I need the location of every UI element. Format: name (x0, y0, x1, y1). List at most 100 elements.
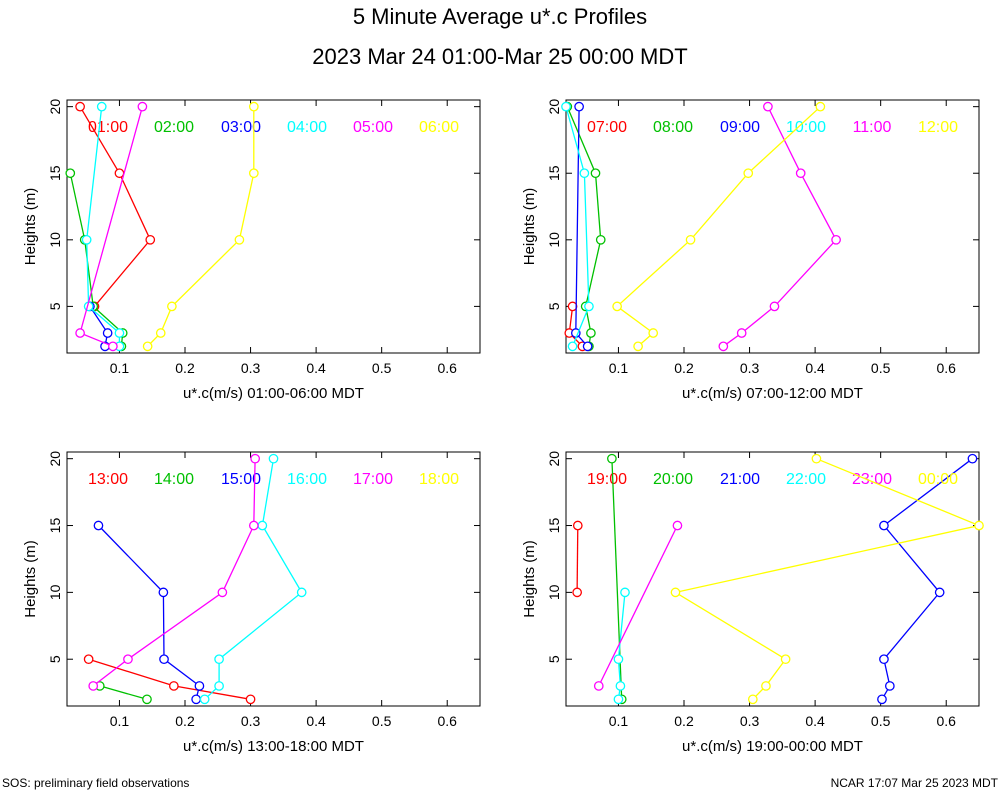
y-tick-label: 15 (546, 165, 562, 181)
series-line (881, 458, 973, 700)
data-point (214, 681, 224, 691)
x-tick-label: 0.4 (306, 713, 326, 729)
data-point (114, 328, 125, 338)
legend-entry: 00:00 (918, 471, 958, 488)
y-tick-label: 5 (47, 655, 63, 663)
x-tick-label: 0.5 (372, 360, 392, 376)
series-2300 (593, 520, 683, 691)
legend-entry: 06:00 (419, 119, 459, 136)
x-tick-label: 0.5 (372, 713, 392, 729)
data-point (879, 520, 889, 531)
data-point (795, 168, 806, 179)
series-line (88, 658, 251, 700)
data-point (567, 341, 578, 352)
data-point (884, 681, 895, 691)
legend-entry: 08:00 (653, 119, 693, 136)
legend-entry: 02:00 (154, 119, 194, 136)
data-point (579, 168, 590, 179)
series-0000 (670, 453, 984, 705)
series-line (616, 106, 821, 347)
legend-entry: 16:00 (287, 471, 327, 488)
x-tick-label: 0.2 (175, 713, 195, 729)
data-point (83, 654, 94, 665)
y-tick-label: 15 (546, 518, 562, 534)
data-point (199, 694, 210, 705)
data-point (159, 654, 169, 665)
data-point (65, 168, 76, 179)
data-point (561, 101, 571, 112)
data-point (877, 694, 887, 705)
data-point (75, 328, 85, 338)
footer-note: SOS: preliminary field observations (2, 776, 190, 790)
data-point (607, 453, 617, 464)
x-tick-label: 0.1 (609, 360, 629, 376)
x-tick-label: 0.5 (871, 360, 891, 376)
x-tick-label: 0.2 (175, 360, 195, 376)
legend-entry: 12:00 (918, 119, 958, 136)
data-point (217, 587, 228, 598)
data-point (93, 520, 104, 531)
series-0400 (81, 101, 125, 352)
series-line (79, 106, 152, 307)
legend-entry: 23:00 (852, 471, 892, 488)
legend-entry: 19:00 (587, 471, 627, 488)
y-tick-label: 10 (47, 232, 63, 248)
series-line (598, 525, 678, 687)
legend-entry: 05:00 (353, 119, 393, 136)
data-point (248, 168, 259, 179)
legend-entry: 13:00 (88, 471, 128, 488)
legend-entry: 18:00 (419, 471, 459, 488)
data-point (96, 101, 107, 112)
data-point (633, 341, 643, 352)
series-2100 (877, 453, 978, 705)
x-axis-label: u*.c(m/s) 07:00-12:00 MDT (682, 385, 863, 402)
series-1100 (718, 101, 841, 352)
data-point (815, 101, 826, 112)
series-line (147, 106, 255, 347)
data-point (194, 681, 205, 691)
legend-entry: 15:00 (221, 471, 261, 488)
y-tick-label: 20 (546, 99, 562, 115)
data-point (257, 520, 268, 531)
data-point (75, 101, 85, 112)
series-line (722, 106, 837, 347)
legend-entry: 07:00 (587, 119, 627, 136)
series-0800 (562, 101, 606, 352)
data-point (142, 341, 153, 352)
series-line (69, 173, 124, 347)
data-point (811, 453, 822, 464)
series-1300 (83, 654, 256, 705)
data-point (670, 587, 681, 598)
data-point (108, 341, 118, 352)
x-axis-label: u*.c(m/s) 13:00-18:00 MDT (183, 738, 364, 755)
y-tick-label: 15 (47, 165, 63, 181)
data-point (123, 654, 133, 665)
x-tick-label: 0.6 (936, 713, 956, 729)
data-point (613, 694, 624, 705)
series-1500 (93, 520, 205, 705)
data-point (967, 453, 978, 464)
footer-timestamp: NCAR 17:07 Mar 25 2023 MDT (830, 776, 998, 790)
y-tick-label: 20 (47, 451, 63, 467)
series-line (92, 458, 256, 687)
data-point (296, 587, 307, 598)
series-2000 (607, 453, 627, 705)
y-tick-label: 10 (47, 584, 63, 600)
data-point (747, 694, 758, 705)
series-2200 (613, 587, 630, 705)
series-0600 (142, 101, 259, 352)
plot-frame (565, 451, 980, 707)
y-tick-label: 5 (546, 655, 562, 663)
data-point (934, 587, 945, 598)
y-tick-label: 20 (47, 99, 63, 115)
chart-subtitle: 2023 Mar 24 01:00-Mar 25 00:00 MDT (312, 44, 688, 69)
data-point (572, 520, 583, 531)
x-tick-label: 0.6 (437, 360, 457, 376)
series-0900 (570, 101, 593, 352)
series-line (98, 525, 201, 700)
x-axis-label: u*.c(m/s) 19:00-00:00 MDT (682, 738, 863, 755)
x-tick-label: 0.4 (306, 360, 326, 376)
y-tick-label: 10 (546, 584, 562, 600)
data-point (586, 328, 596, 338)
